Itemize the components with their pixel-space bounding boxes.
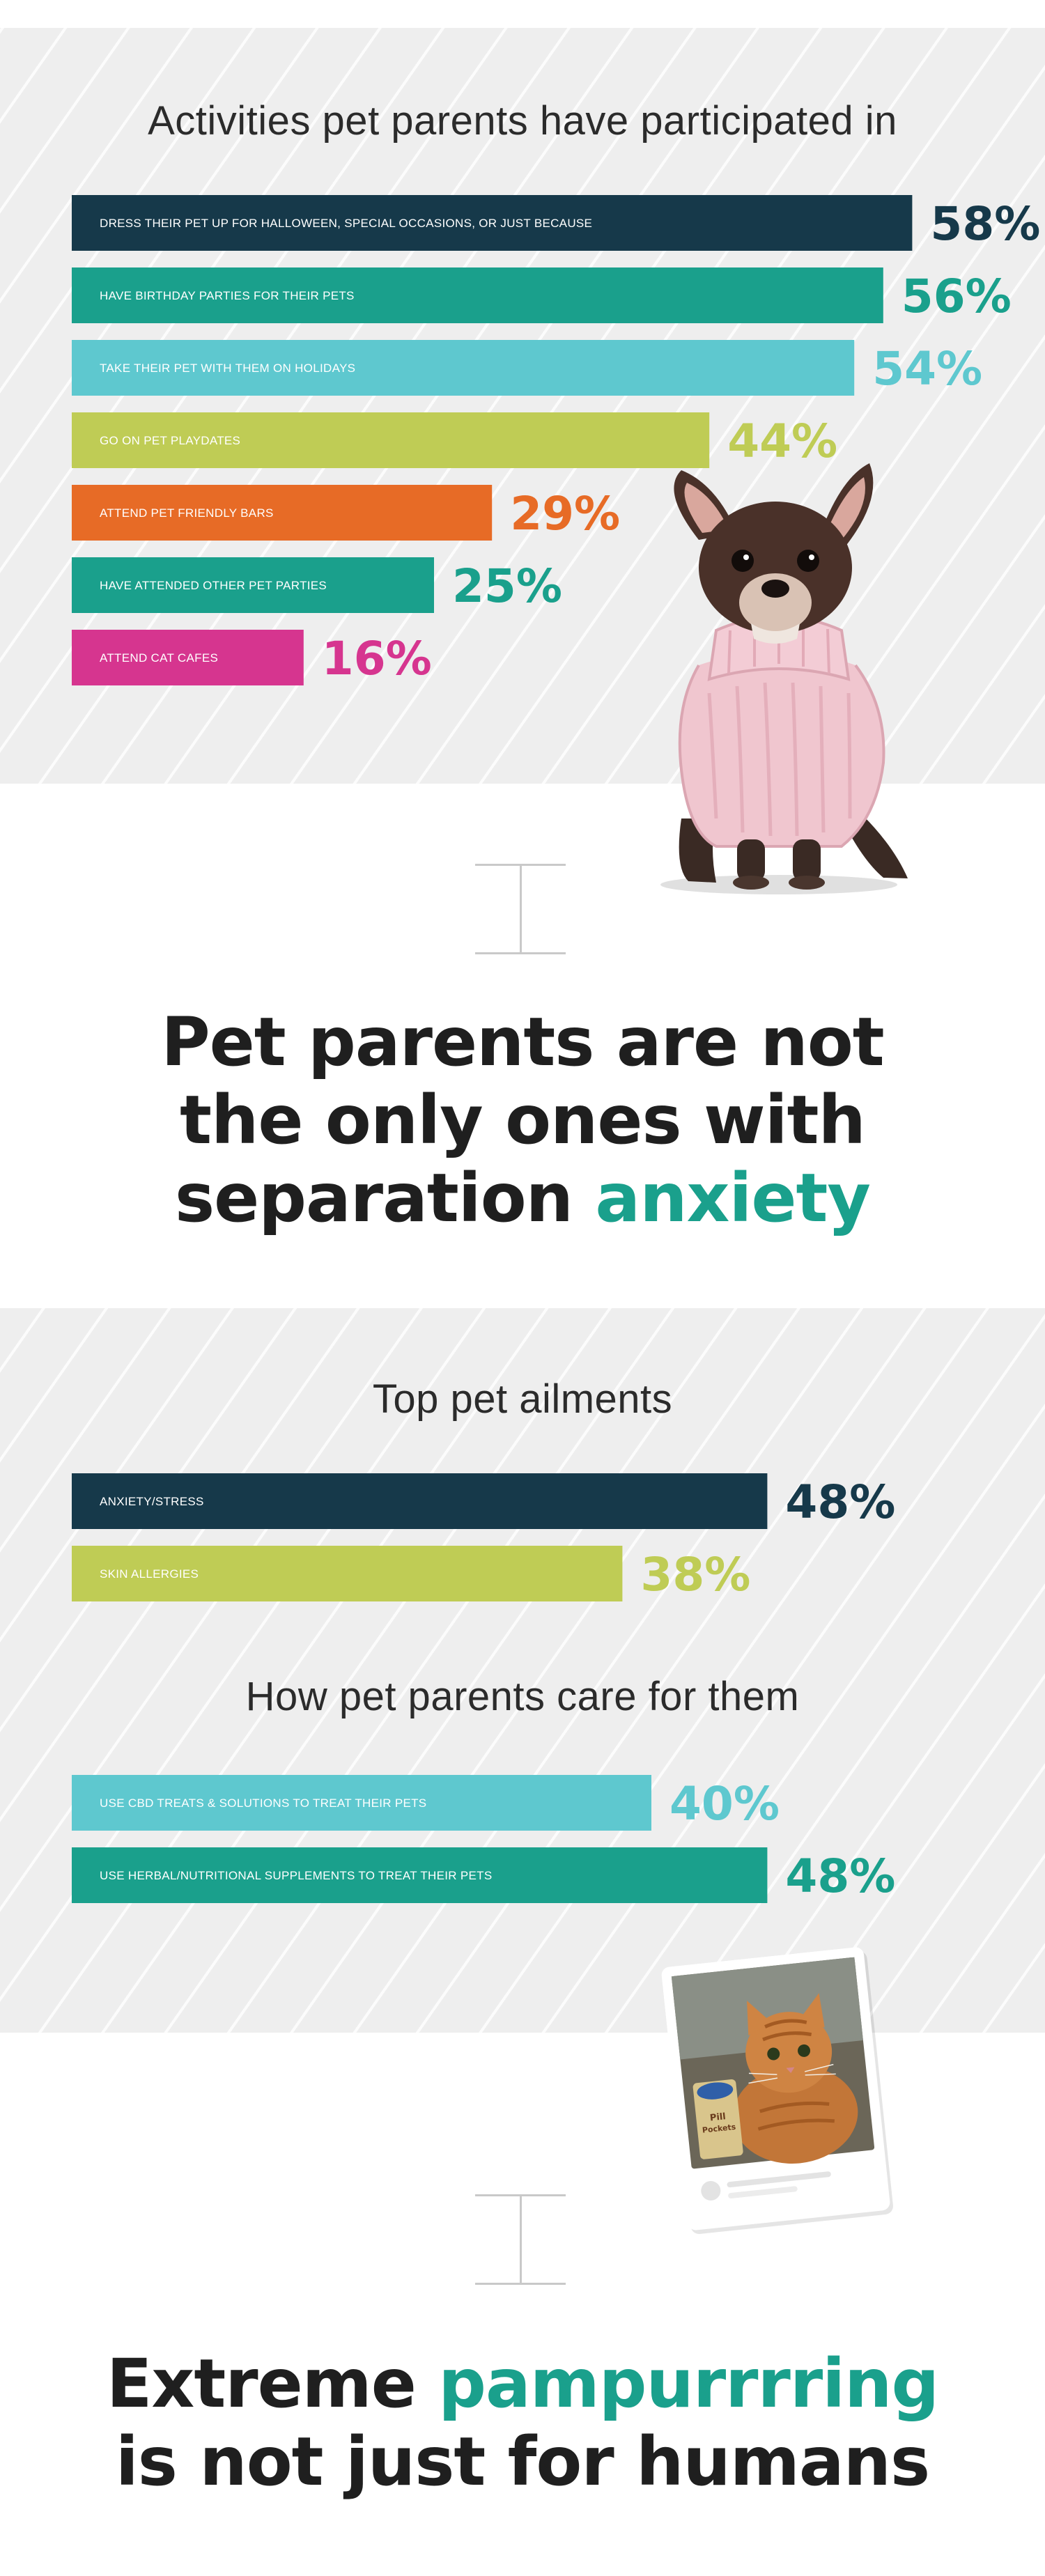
bar-2-0 [72, 1775, 651, 1831]
headline-line-2: the only ones with [180, 1081, 866, 1159]
bar-label-2-0: USE CBD TREATS & SOLUTIONS TO TREAT THEI… [100, 1797, 426, 1810]
headline2-line-2: is not just for humans [115, 2423, 930, 2501]
bar-label-0-0: DRESS THEIR PET UP FOR HALLOWEEN, SPECIA… [100, 217, 592, 230]
bar-value-2-1: 48% [785, 1849, 895, 1903]
bar-1-1 [72, 1546, 623, 1601]
bar-0-5 [72, 557, 434, 613]
bar-value-0-5: 25% [452, 559, 562, 613]
bar-value-2-0: 40% [669, 1777, 780, 1831]
section-divider-2 [475, 2194, 566, 2285]
bar-label-0-5: HAVE ATTENDED OTHER PET PARTIES [100, 579, 327, 592]
bar-0-6 [72, 630, 304, 685]
bar-2-1 [72, 1847, 768, 1903]
bar-label-0-6: ATTEND CAT CAFES [100, 651, 218, 665]
bar-0-3 [72, 412, 710, 468]
bar-0-0 [72, 195, 913, 251]
bar-1-0 [72, 1473, 768, 1529]
headline-line-3: separation anxiety [0, 1159, 1045, 1237]
bar-label-0-1: HAVE BIRTHDAY PARTIES FOR THEIR PETS [100, 289, 355, 302]
ailments-chart-title: Top pet ailments [372, 1376, 673, 1422]
bar-label-1-0: ANXIETY/STRESS [100, 1495, 204, 1508]
chihuahua-dog-image [660, 463, 908, 894]
cat-photo-card: Pill Pockets [661, 1947, 893, 2235]
ailments-panel [0, 1308, 1045, 2033]
bar-label-2-1: USE HERBAL/NUTRITIONAL SUPPLEMENTS TO TR… [100, 1869, 492, 1882]
section-divider [475, 864, 566, 954]
ailments-bar-chart: ANXIETY/STRESS 48% SKIN ALLERGIES 38% [72, 1473, 895, 1601]
activities-bar-chart: DRESS THEIR PET UP FOR HALLOWEEN, SPECIA… [72, 195, 1040, 685]
bar-value-0-4: 29% [510, 487, 620, 541]
bar-value-1-1: 38% [640, 1548, 750, 1601]
bar-label-0-2: TAKE THEIR PET WITH THEM ON HOLIDAYS [100, 362, 355, 375]
headline2-line-1: Extreme pampurrrring [0, 2345, 1045, 2423]
bar-value-0-2: 54% [872, 342, 982, 396]
bar-0-1 [72, 267, 883, 323]
headline-line-3-plain: separation [175, 1159, 596, 1237]
bar-value-0-3: 44% [727, 414, 837, 468]
bar-value-0-0: 58% [930, 197, 1040, 251]
bar-label-1-1: SKIN ALLERGIES [100, 1567, 199, 1581]
headline-line-1: Pet parents are not [161, 1003, 884, 1081]
bar-0-2 [72, 340, 855, 396]
bar-value-1-0: 48% [785, 1475, 895, 1529]
bar-value-0-6: 16% [322, 632, 432, 685]
bar-value-0-1: 56% [901, 270, 1012, 323]
headline2-line-1-plain: Extreme [106, 2345, 439, 2423]
activities-chart-title: Activities pet parents have participated… [148, 98, 897, 143]
bar-label-0-3: GO ON PET PLAYDATES [100, 434, 240, 447]
product-label-pill: Pill [709, 2111, 726, 2123]
care-chart-title: How pet parents care for them [245, 1674, 800, 1719]
headline-accent-anxiety: anxiety [595, 1159, 871, 1237]
pampurrrring-headline: Extreme pampurrrring is not just for hum… [0, 2345, 1045, 2501]
headline2-accent-pampurrrring: pampurrrring [438, 2345, 939, 2423]
bar-0-4 [72, 485, 493, 541]
product-label-pockets: Pockets [702, 2123, 736, 2135]
care-bar-chart: USE CBD TREATS & SOLUTIONS TO TREAT THEI… [72, 1775, 895, 1903]
bar-label-0-4: ATTEND PET FRIENDLY BARS [100, 506, 274, 520]
separation-anxiety-headline: Pet parents are not the only ones with s… [0, 1003, 1045, 1237]
